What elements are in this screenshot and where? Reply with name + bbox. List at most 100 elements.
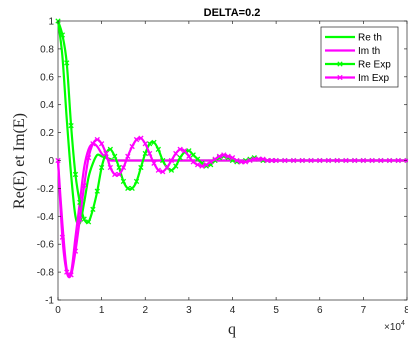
data-point-im-exp bbox=[225, 153, 231, 159]
legend-entry-re-th: Re th bbox=[325, 33, 382, 44]
data-point-re-exp bbox=[146, 141, 153, 147]
data-point-im-exp bbox=[64, 269, 70, 275]
data-point-im-exp bbox=[190, 159, 196, 165]
x-tick-label: 6 bbox=[317, 305, 323, 316]
series-line-im-th bbox=[56, 142, 407, 277]
data-point-im-exp bbox=[160, 169, 166, 175]
legend: Re th Im th Re Exp Im Exp bbox=[320, 26, 399, 88]
data-point-im-exp bbox=[72, 248, 79, 254]
data-point-im-exp bbox=[155, 167, 161, 173]
data-point-im-exp bbox=[317, 157, 323, 164]
chart-title: DELTA=0.2 bbox=[204, 7, 261, 19]
y-tick-label: 0.6 bbox=[40, 72, 54, 83]
x-tick-label: 1 bbox=[99, 305, 105, 316]
data-point-re-exp bbox=[94, 188, 100, 194]
legend-entry-re-exp: Re Exp bbox=[325, 60, 391, 71]
x-tick-label: 4 bbox=[230, 305, 236, 316]
data-point-im-exp bbox=[77, 216, 83, 222]
legend-entry-im-exp: Im Exp bbox=[325, 73, 390, 84]
y-tick-label: 0.8 bbox=[40, 44, 54, 55]
data-point-im-exp bbox=[194, 162, 201, 168]
x-tick-label: 0 bbox=[55, 305, 61, 316]
data-point-im-exp bbox=[351, 157, 358, 164]
data-point-im-exp bbox=[325, 157, 332, 164]
data-point-re-exp bbox=[125, 185, 131, 192]
legend-label: Im Exp bbox=[358, 73, 390, 84]
data-point-im-exp bbox=[129, 143, 135, 150]
data-point-re-exp bbox=[190, 152, 196, 158]
data-point-im-exp bbox=[378, 157, 384, 164]
y-axis-ticks: -1 -0.8 -0.6 -0.4 -0.2 0 0.2 0.4 0.6 0.8 1 bbox=[37, 17, 407, 307]
data-point-im-exp bbox=[234, 157, 240, 164]
data-point-re-exp bbox=[116, 164, 122, 171]
data-point-re-exp bbox=[81, 216, 87, 222]
data-point-im-exp bbox=[120, 164, 127, 171]
legend-entry-im-th: Im th bbox=[325, 46, 380, 57]
data-point-im-exp bbox=[229, 155, 236, 161]
data-point-im-exp bbox=[290, 157, 297, 164]
data-point-re-exp bbox=[168, 167, 175, 173]
data-point-re-exp bbox=[151, 139, 157, 146]
data-point-re-exp bbox=[59, 32, 66, 38]
data-point-im-exp bbox=[68, 272, 74, 278]
data-point-re-exp bbox=[120, 178, 127, 185]
x-tick-label: 3 bbox=[186, 305, 192, 316]
data-point-re-exp bbox=[160, 157, 166, 164]
series-layer bbox=[55, 18, 408, 279]
data-point-im-exp bbox=[360, 157, 367, 164]
data-point-im-exp bbox=[334, 157, 340, 164]
data-point-im-exp bbox=[256, 156, 262, 162]
data-point-re-exp bbox=[72, 171, 79, 178]
data-point-im-exp bbox=[81, 182, 87, 189]
data-point-re-exp bbox=[186, 148, 192, 154]
data-point-im-exp bbox=[251, 156, 257, 162]
data-point-re-exp bbox=[64, 60, 70, 66]
legend-label: Re Exp bbox=[358, 60, 391, 71]
y-tick-label: -0.6 bbox=[37, 240, 55, 251]
data-point-im-exp bbox=[59, 234, 66, 240]
y-tick-label: 0 bbox=[48, 156, 54, 167]
data-point-im-exp bbox=[308, 157, 314, 164]
data-point-im-exp bbox=[125, 153, 131, 159]
data-point-re-exp bbox=[112, 153, 118, 159]
data-point-re-exp bbox=[194, 156, 201, 162]
x-axis-exponent-base: ×10 bbox=[384, 322, 401, 333]
legend-marker bbox=[337, 61, 343, 67]
data-point-im-exp bbox=[369, 157, 375, 164]
y-tick-label: -0.4 bbox=[37, 212, 55, 223]
x-tick-label: 8 bbox=[404, 305, 408, 316]
x-tick-label: 2 bbox=[142, 305, 148, 316]
data-point-re-exp bbox=[133, 178, 140, 185]
data-point-im-exp bbox=[221, 152, 227, 158]
data-point-im-exp bbox=[208, 159, 214, 165]
legend-label: Re th bbox=[358, 33, 382, 44]
data-point-re-exp bbox=[155, 146, 161, 152]
y-tick-label: 0.4 bbox=[40, 100, 54, 111]
data-point-im-exp bbox=[142, 141, 148, 147]
series-im-th bbox=[56, 142, 407, 277]
data-point-im-exp bbox=[203, 162, 209, 168]
x-axis-exponent: ×104 bbox=[384, 320, 405, 333]
data-point-re-exp bbox=[107, 146, 114, 152]
data-point-im-exp bbox=[395, 157, 401, 164]
y-axis-label: Re(E) et Im(E) bbox=[11, 113, 28, 209]
x-axis-exponent-power: 4 bbox=[401, 320, 405, 327]
data-point-im-exp bbox=[138, 135, 144, 141]
data-point-im-exp bbox=[103, 150, 109, 157]
x-tick-label: 5 bbox=[273, 305, 279, 316]
series-im-exp bbox=[55, 135, 408, 279]
data-point-im-exp bbox=[85, 155, 92, 161]
data-point-im-exp bbox=[282, 157, 288, 164]
data-point-im-exp bbox=[173, 150, 179, 157]
y-tick-label: -0.2 bbox=[37, 184, 55, 195]
data-point-re-exp bbox=[173, 163, 179, 169]
data-point-im-exp bbox=[212, 156, 218, 162]
data-point-re-exp bbox=[142, 150, 148, 157]
data-point-im-exp bbox=[151, 160, 157, 166]
data-point-im-exp bbox=[343, 157, 349, 164]
data-point-im-exp bbox=[116, 171, 122, 178]
data-point-im-exp bbox=[386, 157, 393, 164]
y-tick-label: 0.2 bbox=[40, 128, 54, 139]
x-tick-label: 7 bbox=[361, 305, 367, 316]
data-point-im-exp bbox=[98, 141, 105, 147]
